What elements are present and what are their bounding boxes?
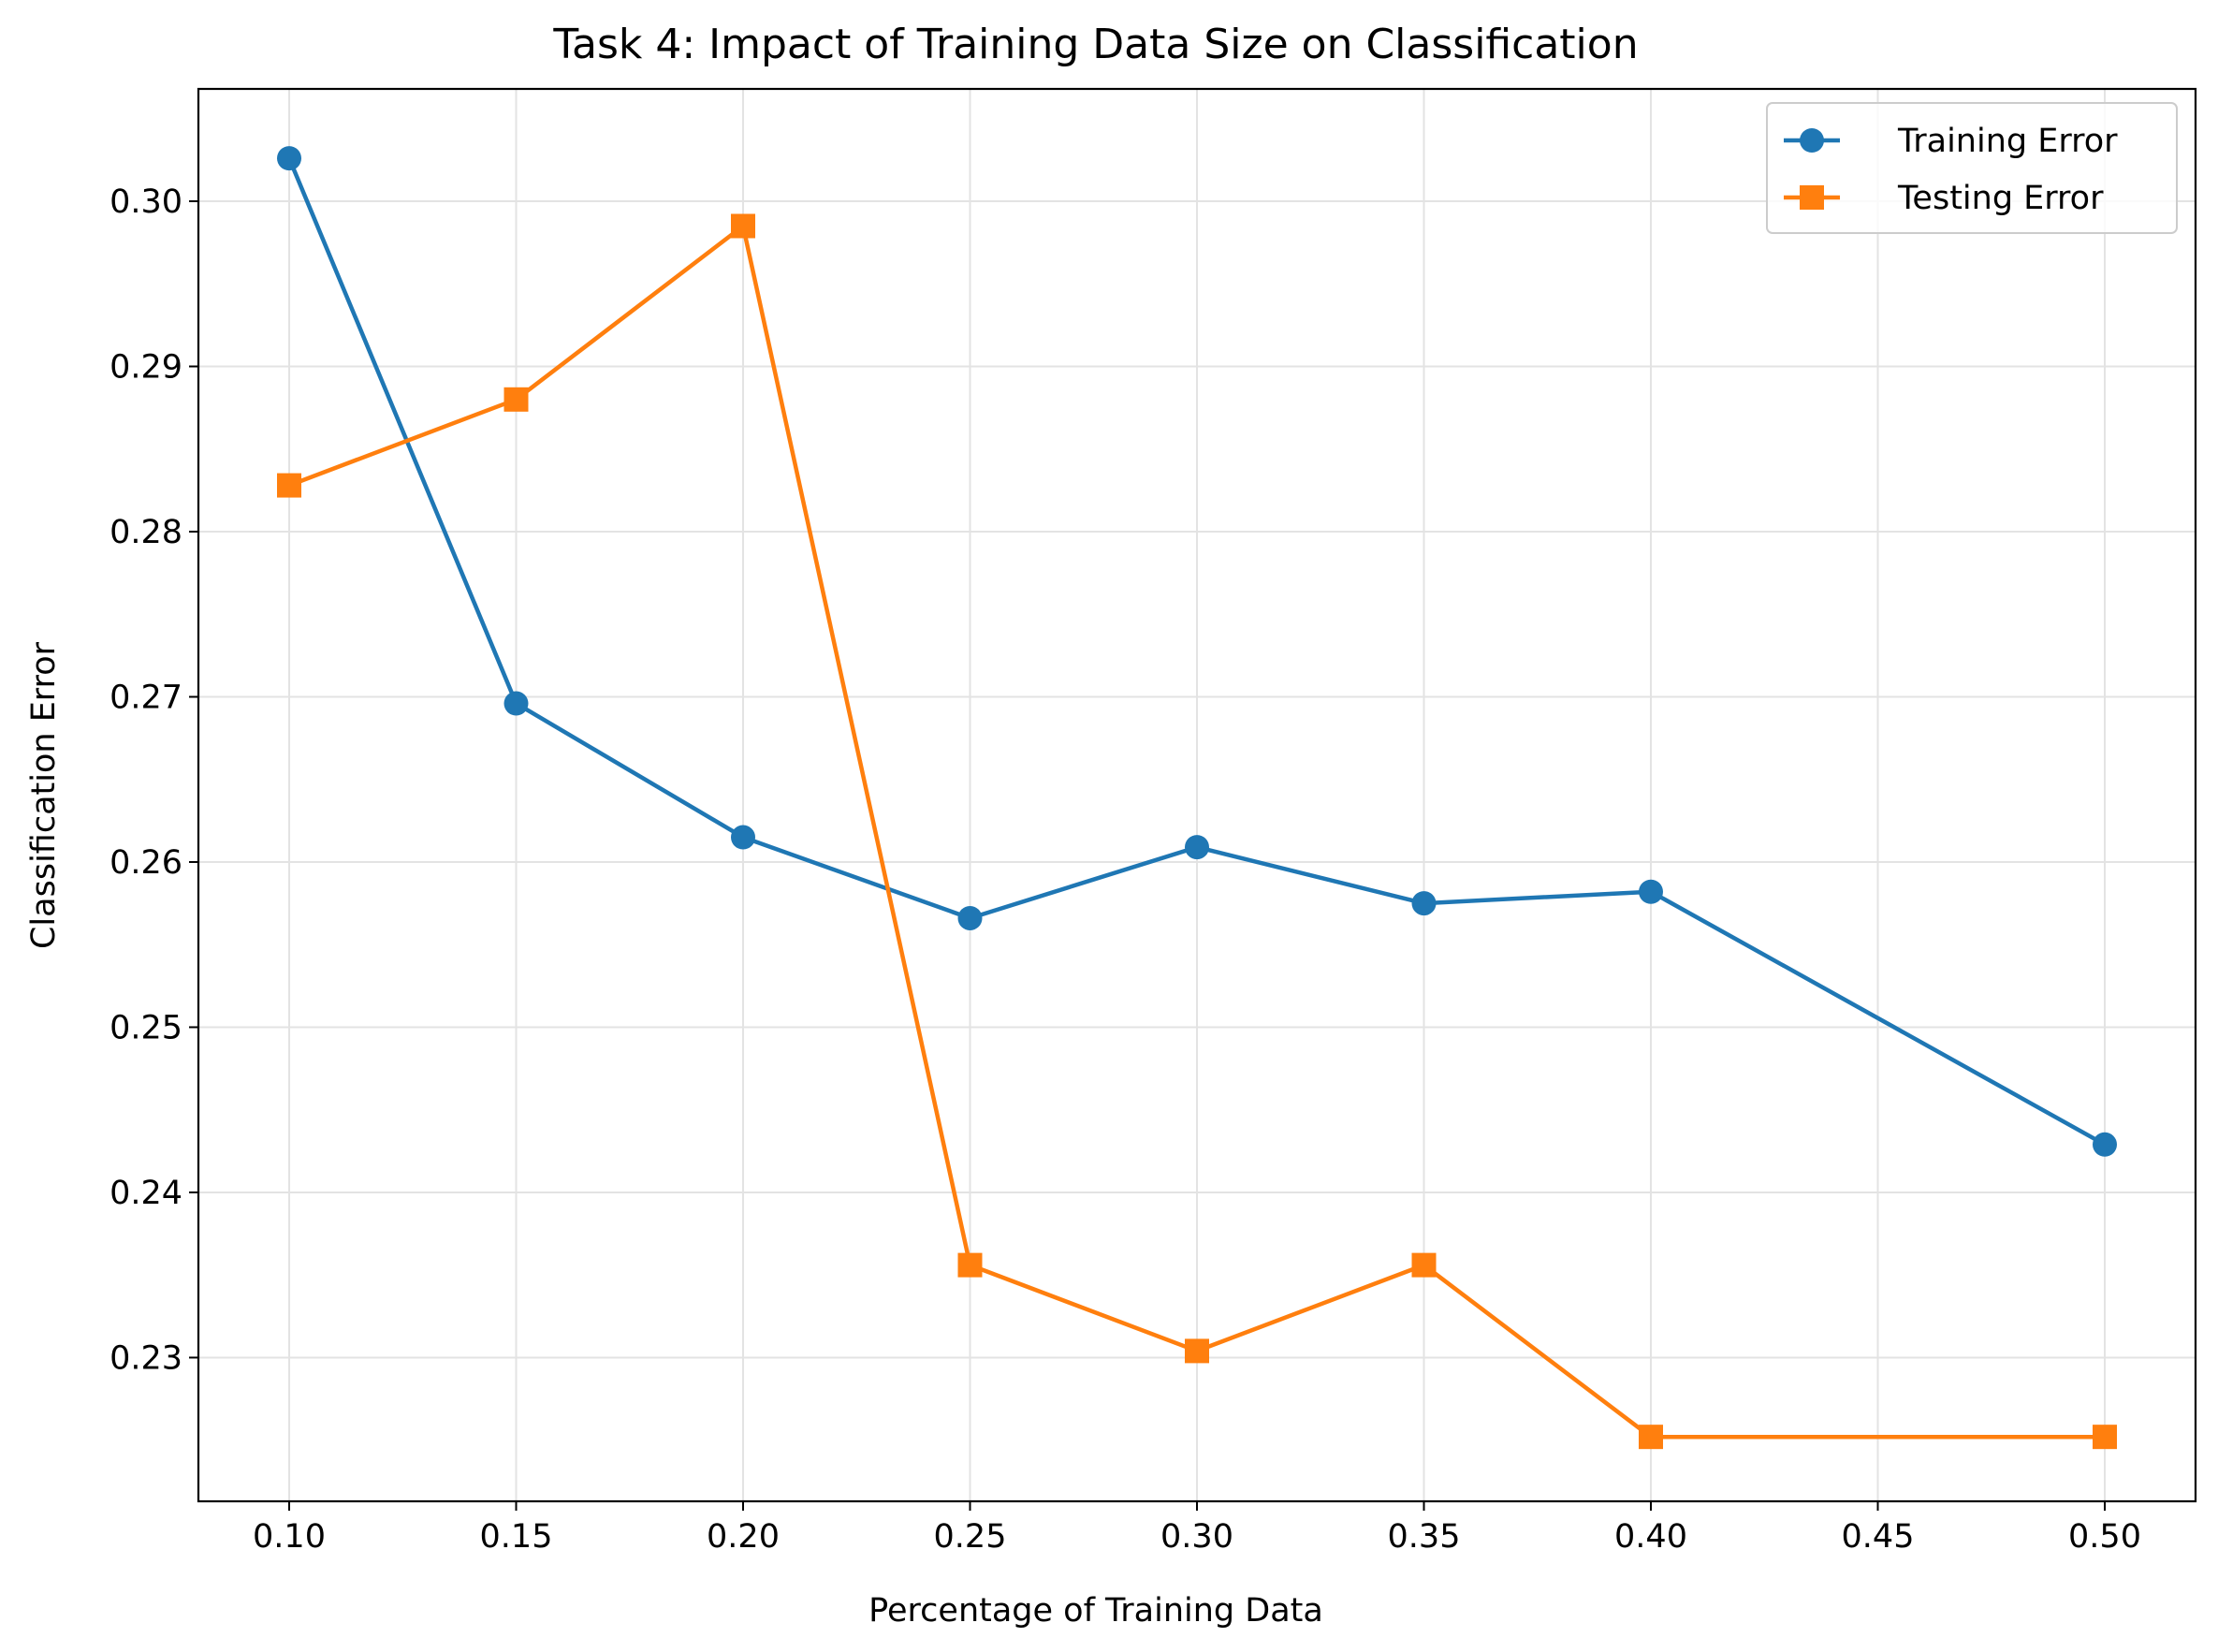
x-tick-label: 0.40 xyxy=(1614,1518,1687,1556)
data-point xyxy=(1411,1252,1437,1278)
data-point xyxy=(2093,1425,2117,1450)
data-point xyxy=(1185,835,1209,860)
legend-item: Testing Error xyxy=(1784,180,2104,217)
plot-series xyxy=(277,146,2117,1450)
data-point xyxy=(503,387,529,412)
legend-label: Training Error xyxy=(1897,123,2118,160)
legend-marker xyxy=(1800,185,1824,210)
legend-box xyxy=(1766,102,2178,234)
y-tick-label: 0.25 xyxy=(109,1009,182,1046)
x-tick-label: 0.50 xyxy=(2068,1518,2141,1556)
data-point xyxy=(277,146,301,171)
y-axis-ticks: 0.23 0.24 0.25 0.26 0.27 0.28 0.29 0.30 xyxy=(109,183,198,1377)
data-point xyxy=(1639,879,1663,904)
chart-title: Task 4: Impact of Training Data Size on … xyxy=(552,21,1638,68)
y-tick-label: 0.26 xyxy=(109,844,182,882)
x-tick-label: 0.35 xyxy=(1388,1518,1461,1556)
y-tick-label: 0.30 xyxy=(109,183,182,221)
grid xyxy=(198,89,2196,1501)
y-tick-label: 0.27 xyxy=(109,679,182,716)
x-tick-label: 0.25 xyxy=(934,1518,1007,1556)
y-tick-label: 0.28 xyxy=(109,514,182,551)
data-point xyxy=(957,1252,983,1278)
series-testing-error xyxy=(277,213,2117,1450)
data-point xyxy=(731,825,755,850)
legend-item: Training Error xyxy=(1784,123,2118,160)
data-point xyxy=(503,691,529,716)
x-axis-label: Percentage of Training Data xyxy=(868,1592,1323,1630)
x-axis-ticks: 0.10 0.15 0.20 0.25 0.30 0.35 0.40 0.45 0.50 xyxy=(253,1501,2141,1556)
data-point xyxy=(1185,1338,1209,1364)
data-point xyxy=(1639,1425,1663,1450)
y-tick-label: 0.23 xyxy=(109,1339,182,1377)
series-line xyxy=(288,224,2105,1440)
data-point xyxy=(277,473,301,498)
y-tick-label: 0.24 xyxy=(109,1175,182,1212)
data-point xyxy=(2093,1132,2117,1157)
x-tick-label: 0.10 xyxy=(253,1518,326,1556)
data-point xyxy=(1411,891,1437,916)
x-tick-label: 0.20 xyxy=(707,1518,780,1556)
y-tick-label: 0.29 xyxy=(109,349,182,387)
x-tick-label: 0.30 xyxy=(1160,1518,1233,1556)
data-point xyxy=(957,905,983,930)
x-tick-label: 0.15 xyxy=(480,1518,553,1556)
legend: Training Error Testing Error xyxy=(1766,102,2178,234)
legend-marker xyxy=(1800,128,1824,153)
y-axis-label: Classification Error xyxy=(25,641,63,949)
data-point xyxy=(731,213,755,239)
legend-label: Testing Error xyxy=(1897,180,2104,217)
x-tick-label: 0.45 xyxy=(1842,1518,1915,1556)
series-line xyxy=(286,157,2107,1147)
series-training-error xyxy=(277,146,2117,1157)
